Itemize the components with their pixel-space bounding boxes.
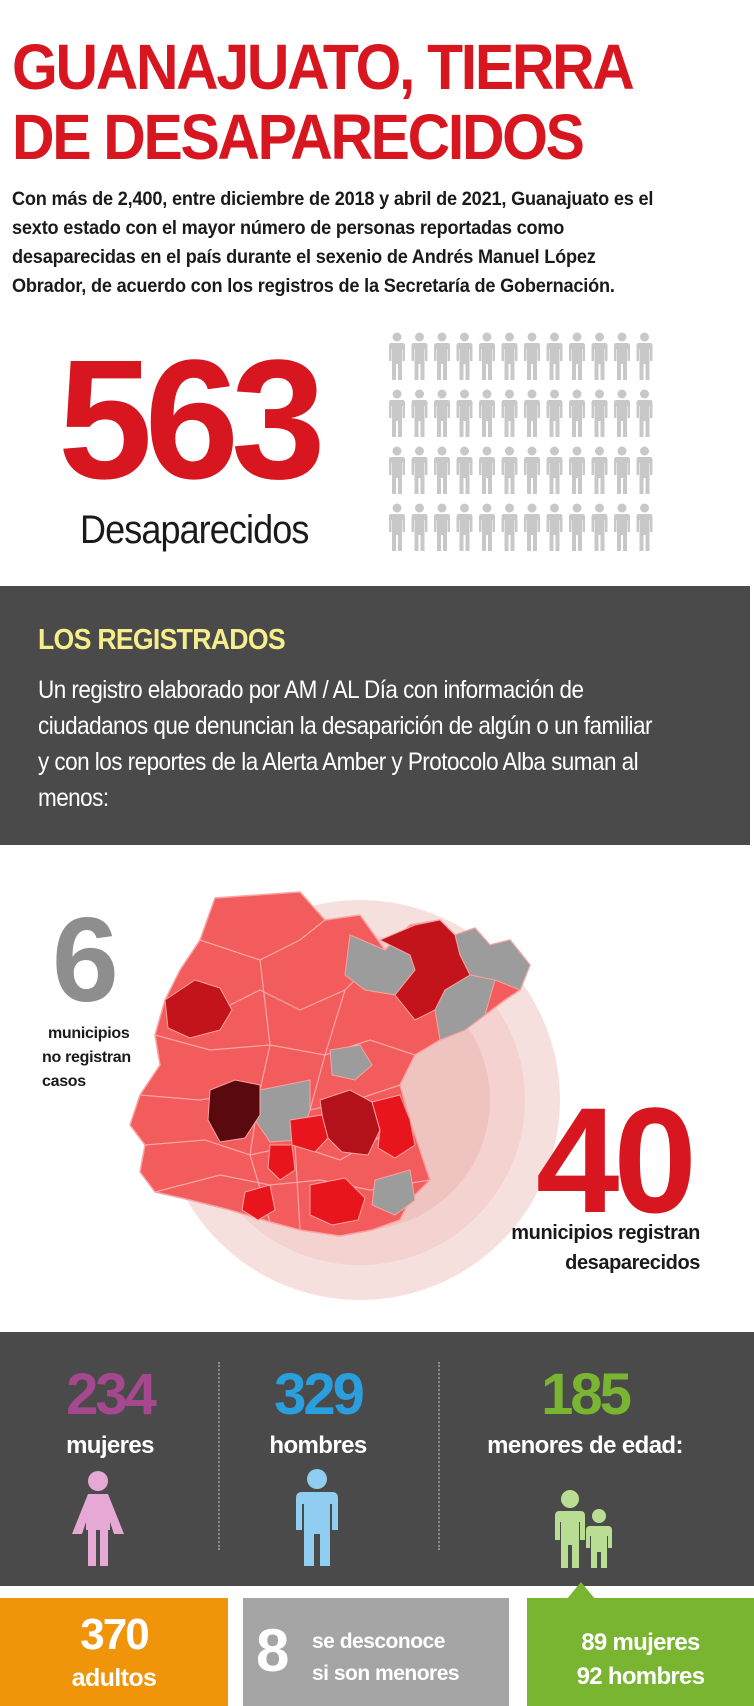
person-icon [389,446,405,494]
person-icon [614,389,630,437]
person-icon [569,332,585,380]
person-icon [636,332,653,380]
person-icon [591,332,608,380]
person-icon [546,446,563,494]
person-icon [614,446,630,494]
person-icon [569,503,585,551]
person-icon [501,389,518,437]
no-cases-label-line-3: casos [42,1073,86,1090]
person-icon [546,503,563,551]
women-label: mujeres [66,1432,154,1459]
adults-box [0,1598,228,1706]
person-icon [546,332,563,380]
men-label: hombres [269,1432,367,1459]
minors-label: menores de edad: [487,1432,683,1459]
person-icon [591,503,608,551]
registrados-panel [0,586,750,845]
person-icon [636,389,653,437]
women-number: 234 [66,1362,157,1427]
no-cases-number: 6 [52,893,119,1027]
person-icon [501,332,518,380]
with-cases-number: 40 [536,1076,697,1244]
person-icon [569,389,585,437]
minors-breakdown-label: 89 mujeres 92 hombres [527,1626,754,1694]
minors-women: 89 mujeres [581,1629,700,1656]
registrados-title: LOS REGISTRADOS [38,624,286,656]
intro-paragraph: Con más de 2,400, entre diciembre de 201… [12,188,654,297]
person-icon [456,446,473,494]
adults-label: adultos [71,1664,157,1692]
person-icon [434,503,450,551]
person-icon [456,332,473,380]
no-cases-label-line-2: no registran [42,1049,131,1066]
total-missing-label: Desaparecidos [80,508,309,552]
person-icon [501,503,518,551]
pointer-arrow-icon [566,1582,596,1600]
unknown-number: 8 [256,1617,290,1684]
person-icon [591,446,608,494]
person-icon [479,446,495,494]
total-missing-number: 563 [58,325,326,515]
title-line-1: GUANAJUATO, TIERRA [12,31,635,103]
adults-number: 370 [80,1610,149,1659]
unknown-box [243,1598,509,1706]
children-icon [555,1490,612,1568]
person-icon [411,503,428,551]
person-icon [479,389,495,437]
person-icon [389,389,405,437]
person-icon [456,503,473,551]
no-cases-label-line-1: municipios [48,1025,130,1042]
person-icon [569,446,585,494]
person-icon [501,446,518,494]
with-cases-label-line-2: desaparecidos [565,1252,700,1274]
with-cases-label: municipios registran desaparecidos [500,1218,700,1278]
minors-breakdown-box [527,1598,754,1706]
person-icon [434,332,450,380]
person-icon [636,446,653,494]
minors-men: 92 hombres [576,1663,705,1690]
person-icon [389,503,405,551]
person-icon [456,389,473,437]
man-icon [296,1469,338,1566]
person-icon [524,446,540,494]
person-icon [411,389,428,437]
with-cases-label-line-1: municipios registran [511,1222,700,1244]
person-icon [524,503,540,551]
person-icon [411,446,428,494]
minors-number: 185 [541,1362,632,1427]
unknown-label: se desconoce si son menores [312,1626,502,1690]
person-icon [614,332,630,380]
person-icon [591,389,608,437]
guanajuato-map-icon [129,891,560,1300]
person-icon [614,503,630,551]
unknown-label-line-2: si son menores [312,1662,460,1685]
person-icon [389,332,405,380]
demographics-panel [0,1332,754,1586]
no-cases-label: municipios no registran casos [42,1022,162,1094]
divider [218,1362,220,1550]
men-number: 329 [274,1362,365,1427]
person-icon [479,503,495,551]
person-icon [524,332,540,380]
registrados-text: Un registro elaborado por AM / AL Día co… [38,676,652,812]
person-icon [434,389,450,437]
unknown-label-line-1: se desconoce [312,1630,445,1653]
divider [438,1362,440,1550]
person-icon [524,389,540,437]
page-title: GUANAJUATO, TIERRA DE DESAPARECIDOS [12,32,684,172]
person-icon [546,389,563,437]
person-icon [434,446,450,494]
people-grid-icon [389,332,653,551]
person-icon [636,503,653,551]
woman-icon [72,1471,124,1566]
person-icon [411,332,428,380]
person-icon [479,332,495,380]
title-line-2: DE DESAPARECIDOS [12,101,585,173]
